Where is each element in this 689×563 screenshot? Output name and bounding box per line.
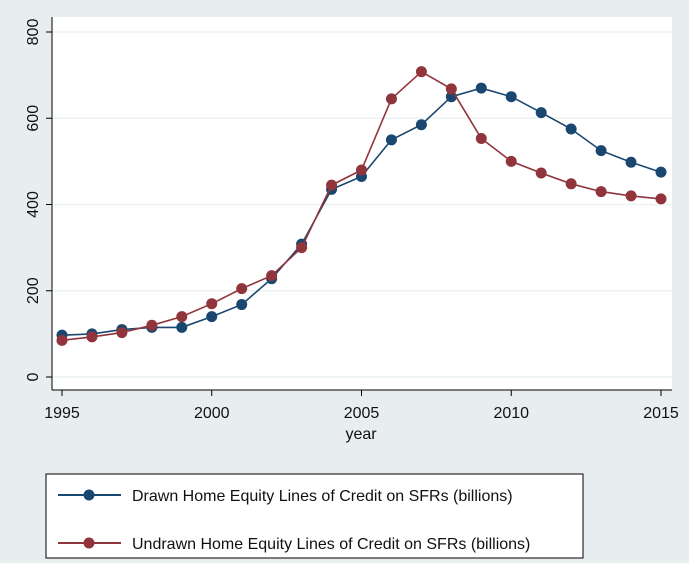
- data-point-undrawn: [116, 327, 128, 339]
- plot-background: [52, 17, 672, 390]
- data-point-undrawn: [655, 193, 667, 205]
- x-tick-label: 1995: [44, 405, 80, 422]
- y-tick-label: 200: [25, 277, 42, 304]
- x-tick-label: 2010: [493, 405, 529, 422]
- data-point-drawn: [655, 166, 667, 178]
- legend: Drawn Home Equity Lines of Credit on SFR…: [58, 488, 530, 553]
- series-undrawn: [56, 66, 667, 346]
- data-point-undrawn: [296, 242, 308, 254]
- x-tick-label: 2000: [194, 405, 230, 422]
- data-point-undrawn: [146, 319, 158, 331]
- y-tick-label: 400: [25, 191, 42, 218]
- x-tick-label: 2015: [643, 405, 679, 422]
- y-tick-label: 800: [25, 19, 42, 46]
- data-point-drawn: [565, 123, 577, 135]
- data-point-undrawn: [326, 179, 338, 191]
- legend-label-drawn: Drawn Home Equity Lines of Credit on SFR…: [132, 488, 513, 505]
- data-point-drawn: [415, 119, 427, 131]
- data-point-undrawn: [385, 93, 397, 105]
- data-point-undrawn: [415, 66, 427, 78]
- legend-box: [45, 473, 584, 559]
- data-point-undrawn: [505, 155, 517, 167]
- data-point-undrawn: [206, 298, 218, 310]
- data-point-drawn: [595, 145, 607, 157]
- data-point-drawn: [625, 156, 637, 168]
- data-point-undrawn: [625, 190, 637, 202]
- x-tick-label: 2005: [344, 405, 380, 422]
- data-point-undrawn: [56, 334, 68, 346]
- grid-lines: [52, 31, 672, 378]
- data-point-undrawn: [266, 270, 278, 282]
- legend-item-drawn: Drawn Home Equity Lines of Credit on SFR…: [58, 488, 513, 505]
- data-point-drawn: [206, 311, 218, 323]
- data-point-undrawn: [535, 167, 547, 179]
- data-point-undrawn: [595, 186, 607, 198]
- legend-swatch-marker-drawn: [83, 489, 95, 501]
- data-point-undrawn: [356, 164, 367, 176]
- data-point-drawn: [505, 91, 517, 103]
- data-point-drawn: [535, 107, 547, 119]
- data-point-undrawn: [475, 133, 487, 145]
- data-point-drawn: [176, 321, 188, 333]
- legend-item-undrawn: Undrawn Home Equity Lines of Credit on S…: [58, 536, 530, 553]
- y-tick-label: 600: [25, 105, 42, 132]
- x-axis-title: year: [345, 426, 377, 443]
- data-point-drawn: [475, 82, 487, 94]
- data-point-drawn: [385, 134, 397, 146]
- data-point-drawn: [236, 299, 248, 311]
- data-point-undrawn: [236, 283, 248, 295]
- series: [56, 66, 667, 346]
- legend-swatch-marker-undrawn: [83, 537, 95, 549]
- data-point-undrawn: [565, 178, 577, 190]
- data-point-undrawn: [445, 83, 457, 95]
- ticks: 0 200 400 600 800 1995 2000 2005 2010 2015: [25, 19, 679, 422]
- data-point-undrawn: [86, 331, 98, 343]
- legend-label-undrawn: Undrawn Home Equity Lines of Credit on S…: [132, 536, 530, 553]
- data-point-undrawn: [176, 311, 188, 323]
- y-tick-label: 0: [25, 372, 42, 381]
